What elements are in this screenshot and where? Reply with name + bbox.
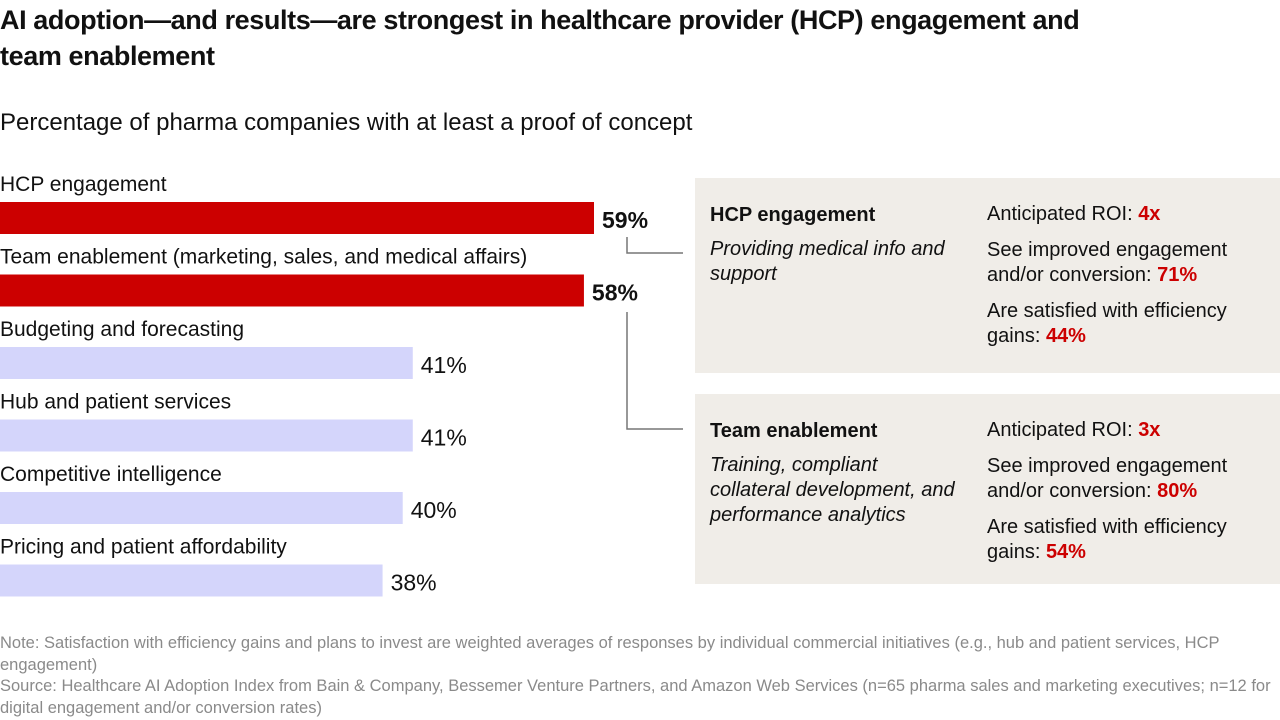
stat-value: 80% — [1157, 480, 1198, 502]
value-label: 40% — [411, 497, 457, 523]
stat-value: 4x — [1138, 203, 1161, 225]
connector-team — [626, 312, 683, 430]
category-label: Team enablement (marketing, sales, and m… — [0, 246, 527, 269]
footnote-source: Source: Healthcare AI Adoption Index fro… — [0, 677, 1271, 717]
category-label: Hub and patient services — [0, 391, 231, 414]
stat-value: 71% — [1157, 264, 1198, 286]
stat-efficiency: Are satisfied with efficiency gains: 44% — [987, 299, 1277, 349]
category-label: HCP engagement — [0, 173, 167, 196]
footnote: Note: Satisfaction with efficiency gains… — [0, 633, 1275, 719]
category-label: Competitive intelligence — [0, 463, 222, 486]
stat-roi: Anticipated ROI: 4x — [987, 202, 1277, 227]
stat-value: 3x — [1138, 419, 1161, 441]
value-label: 59% — [602, 207, 648, 233]
stat-label: Anticipated ROI: — [987, 203, 1139, 225]
panel-heading: HCP engagement — [710, 204, 876, 226]
category-label: Pricing and patient affordability — [0, 536, 287, 559]
panel-description: Providing medical info and support — [710, 238, 945, 285]
stat-roi: Anticipated ROI: 3x — [987, 418, 1277, 443]
bar — [0, 564, 383, 597]
category-label: Budgeting and forecasting — [0, 318, 244, 341]
bar — [0, 202, 594, 234]
panel-heading: Team enablement — [710, 420, 878, 442]
footnote-note: Note: Satisfaction with efficiency gains… — [0, 634, 1220, 674]
stat-value: 54% — [1045, 541, 1086, 563]
bar — [0, 492, 403, 524]
stat-label: Are satisfied with efficiency gains: — [987, 516, 1227, 563]
connector-hcp — [626, 237, 683, 254]
value-label: 38% — [391, 570, 437, 596]
bar-chart: HCP engagement 59% Team enablement (market… — [0, 173, 683, 597]
stat-label: Anticipated ROI: — [987, 419, 1139, 441]
value-label: 41% — [421, 352, 467, 378]
panel-team-enablement: Team enablement Training, compliant coll… — [695, 394, 1280, 584]
stat-label: See improved engagement and/or conversio… — [987, 455, 1228, 502]
bar — [0, 347, 413, 379]
value-label: 58% — [592, 280, 638, 306]
panel-description: Training, compliant collateral developme… — [710, 454, 955, 526]
value-label: 41% — [421, 425, 467, 451]
panel-hcp-engagement: HCP engagement Providing medical info an… — [695, 178, 1280, 373]
stat-value: 44% — [1045, 325, 1086, 347]
stat-engagement: See improved engagement and/or conversio… — [987, 454, 1277, 504]
stat-label: Are satisfied with efficiency gains: — [987, 300, 1227, 347]
stat-efficiency: Are satisfied with efficiency gains: 54% — [987, 515, 1277, 565]
bar — [0, 419, 413, 452]
chart-title: AI adoption—and results—are strongest in… — [0, 5, 1080, 71]
bar — [0, 274, 584, 307]
stat-engagement: See improved engagement and/or conversio… — [987, 238, 1277, 288]
chart-subtitle: Percentage of pharma companies with at l… — [0, 109, 693, 136]
stat-label: See improved engagement and/or conversio… — [987, 239, 1228, 286]
